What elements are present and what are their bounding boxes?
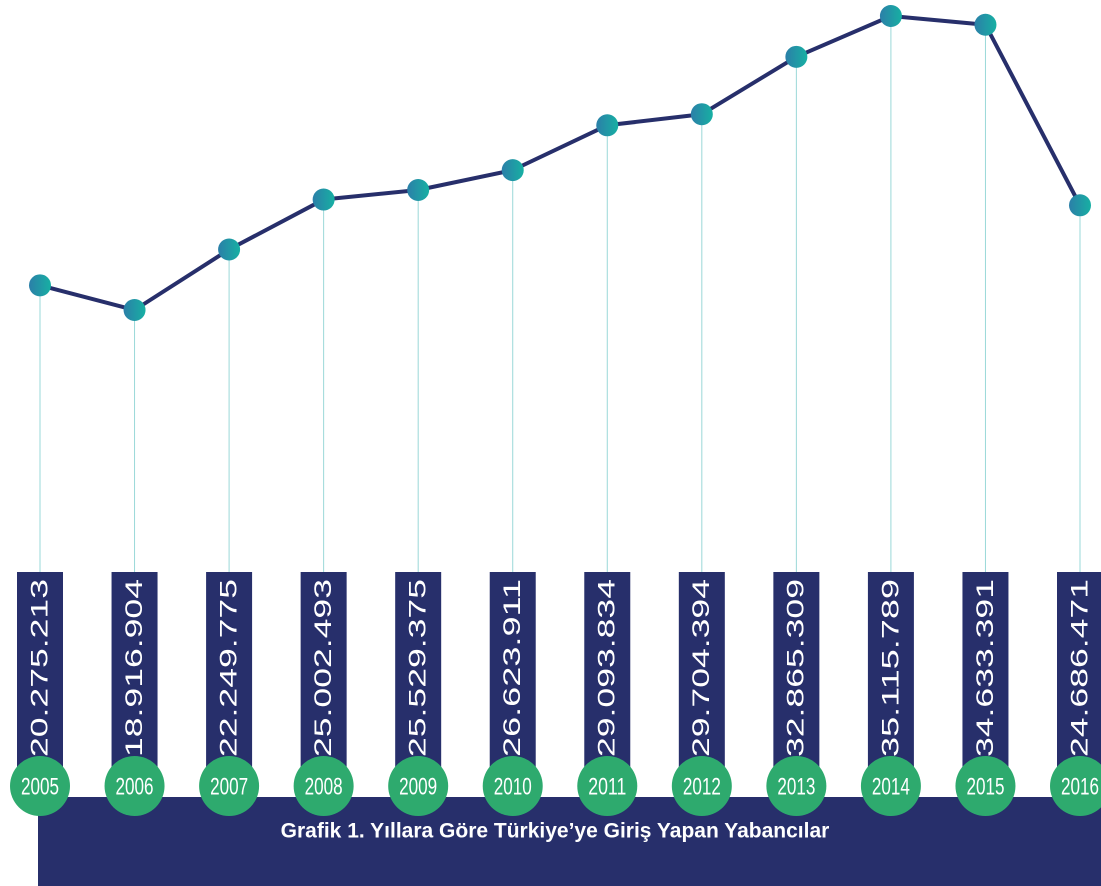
point (785, 45, 808, 68)
x-tick-label: 2011 (588, 773, 626, 800)
value-box (867, 572, 914, 772)
year-circle (860, 756, 921, 816)
value-box (962, 572, 1009, 772)
value-box (489, 572, 536, 772)
value-label: 29.704.394 (688, 579, 715, 757)
x-tick-label: 2015 (966, 773, 1004, 800)
x-tick-label: 2012 (683, 773, 721, 800)
value-label: 22.249.775 (215, 579, 242, 757)
point (690, 103, 713, 126)
value-box (206, 572, 253, 772)
value-box (1057, 572, 1101, 772)
year-circle (482, 756, 543, 816)
year-circle (577, 756, 638, 816)
line (39, 14, 1082, 312)
value-label: 20.275.213 (26, 579, 53, 757)
year-circle (388, 756, 449, 816)
x-tick-label: 2008 (305, 773, 343, 800)
value-label: 34.633.391 (972, 579, 999, 757)
x-tick-label: 2005 (21, 773, 59, 800)
value-label: 24.686.471 (1066, 579, 1093, 757)
point (407, 178, 430, 201)
point (596, 114, 619, 137)
value-label: 32.865.309 (783, 579, 810, 757)
year-circle (10, 756, 70, 816)
year-circle (766, 756, 827, 816)
point (123, 299, 146, 321)
year-circle (199, 756, 260, 816)
value-box (17, 572, 63, 772)
chart-title: Grafik 1. Yıllara Göre Türkiye’ye Giriş … (281, 820, 830, 843)
value-box (584, 572, 631, 772)
x-tick-label: 2006 (116, 773, 154, 800)
value-box (300, 572, 347, 772)
value-label: 35.115.789 (877, 579, 904, 757)
year-circle (955, 756, 1016, 816)
point (312, 188, 335, 211)
value-label: 29.093.834 (594, 579, 621, 757)
value-label: 18.916.904 (121, 579, 148, 757)
year-circle (1050, 756, 1101, 816)
value-label: 25.529.375 (405, 579, 432, 757)
x-tick-label: 2013 (777, 773, 815, 800)
x-tick-label: 2016 (1061, 773, 1099, 800)
point (1069, 194, 1091, 217)
point (974, 13, 997, 36)
value-label: 25.002.493 (310, 579, 337, 757)
x-tick-label: 2010 (494, 773, 532, 800)
point (501, 159, 524, 182)
value-label: 26.623.911 (499, 579, 526, 757)
x-tick-label: 2009 (399, 773, 437, 800)
value-box (111, 572, 158, 772)
year-circle (671, 756, 732, 816)
year-circle (104, 756, 165, 816)
value-box (773, 572, 820, 772)
x-tick-label: 2014 (872, 773, 910, 800)
value-box (395, 572, 442, 772)
point (29, 274, 51, 297)
point (218, 238, 241, 261)
x-tick-label: 2007 (210, 773, 248, 800)
point (879, 5, 902, 27)
value-box (678, 572, 725, 772)
year-circle (293, 756, 354, 816)
